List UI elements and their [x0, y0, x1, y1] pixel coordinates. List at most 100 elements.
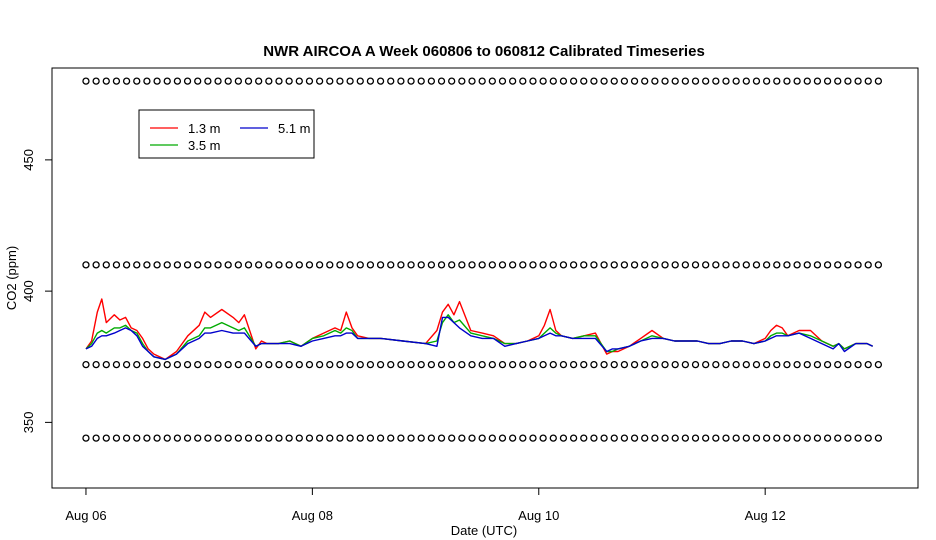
reference-marker [569, 434, 578, 442]
reference-marker [691, 434, 700, 442]
reference-marker [275, 261, 283, 269]
reference-marker [752, 261, 761, 269]
reference-marker [153, 360, 161, 369]
reference-marker [275, 434, 283, 442]
reference-marker [874, 261, 883, 269]
reference-marker [844, 434, 852, 442]
reference-marker [651, 77, 659, 85]
reference-marker [803, 360, 811, 369]
reference-marker [834, 434, 842, 442]
reference-marker [102, 360, 110, 369]
reference-marker [153, 434, 161, 442]
reference-marker [630, 77, 639, 85]
reference-marker [620, 261, 629, 269]
reference-marker [183, 434, 192, 442]
reference-marker [742, 434, 750, 442]
reference-marker [427, 434, 436, 442]
y-axis: 350 400 450 [21, 149, 52, 433]
reference-marker [397, 360, 405, 369]
reference-marker [458, 434, 466, 442]
reference-marker [610, 434, 618, 442]
reference-marker [702, 77, 710, 85]
reference-marker [122, 77, 131, 85]
reference-marker [691, 261, 700, 269]
legend-label: 3.5 m [188, 138, 221, 153]
reference-marker [783, 360, 791, 369]
reference-markers [82, 77, 883, 442]
reference-marker [275, 77, 283, 85]
reference-marker [498, 360, 507, 369]
reference-marker [681, 77, 690, 85]
reference-marker [102, 77, 110, 85]
reference-marker [366, 261, 375, 269]
reference-marker [671, 360, 679, 369]
reference-marker [508, 360, 517, 369]
reference-marker [346, 77, 354, 85]
reference-marker [305, 261, 314, 269]
reference-marker [630, 261, 639, 269]
reference-marker [732, 77, 740, 85]
reference-marker [265, 360, 273, 369]
reference-marker [234, 434, 242, 442]
reference-marker [437, 360, 446, 369]
reference-marker [204, 434, 212, 442]
reference-marker [874, 434, 883, 442]
reference-marker [92, 77, 100, 85]
reference-marker [783, 434, 791, 442]
reference-marker [224, 360, 232, 369]
reference-marker [823, 77, 832, 85]
reference-marker [285, 434, 293, 442]
reference-marker [112, 360, 121, 369]
reference-marker [803, 77, 811, 85]
reference-marker [468, 261, 476, 269]
reference-marker [732, 434, 740, 442]
reference-marker [122, 261, 131, 269]
reference-marker [153, 77, 161, 85]
reference-marker [702, 434, 710, 442]
reference-marker [356, 261, 364, 269]
reference-marker [559, 434, 568, 442]
reference-marker [834, 360, 842, 369]
reference-marker [478, 434, 486, 442]
reference-marker [854, 434, 862, 442]
reference-marker [529, 434, 537, 442]
reference-marker [580, 360, 588, 369]
reference-marker [742, 77, 750, 85]
y-tick-label: 350 [21, 412, 36, 434]
reference-marker [255, 360, 263, 369]
reference-marker [285, 261, 293, 269]
reference-marker [82, 261, 90, 269]
reference-marker [519, 360, 527, 369]
reference-marker [508, 261, 517, 269]
reference-marker [336, 77, 344, 85]
chart-title: NWR AIRCOA A Week 060806 to 060812 Calib… [263, 43, 705, 60]
legend-label: 5.1 m [278, 121, 311, 136]
reference-marker [448, 261, 456, 269]
reference-marker [712, 77, 720, 85]
reference-marker [122, 434, 131, 442]
reference-marker [783, 261, 791, 269]
reference-marker [620, 360, 629, 369]
reference-marker [834, 77, 842, 85]
reference-marker [864, 434, 872, 442]
reference-marker [773, 434, 781, 442]
reference-marker [508, 434, 517, 442]
reference-marker [600, 360, 608, 369]
reference-marker [183, 360, 192, 369]
reference-marker [610, 261, 618, 269]
reference-marker [752, 77, 761, 85]
reference-marker [224, 261, 232, 269]
reference-marker [265, 434, 273, 442]
plot-area-frame [51, 67, 919, 489]
reference-marker [143, 77, 151, 85]
reference-marker [590, 261, 598, 269]
reference-marker [549, 77, 557, 85]
reference-marker [458, 77, 466, 85]
reference-marker [498, 77, 507, 85]
reference-marker [641, 261, 649, 269]
reference-marker [722, 77, 730, 85]
reference-marker [651, 360, 659, 369]
reference-marker [844, 261, 852, 269]
reference-marker [376, 360, 385, 369]
reference-marker [427, 77, 436, 85]
